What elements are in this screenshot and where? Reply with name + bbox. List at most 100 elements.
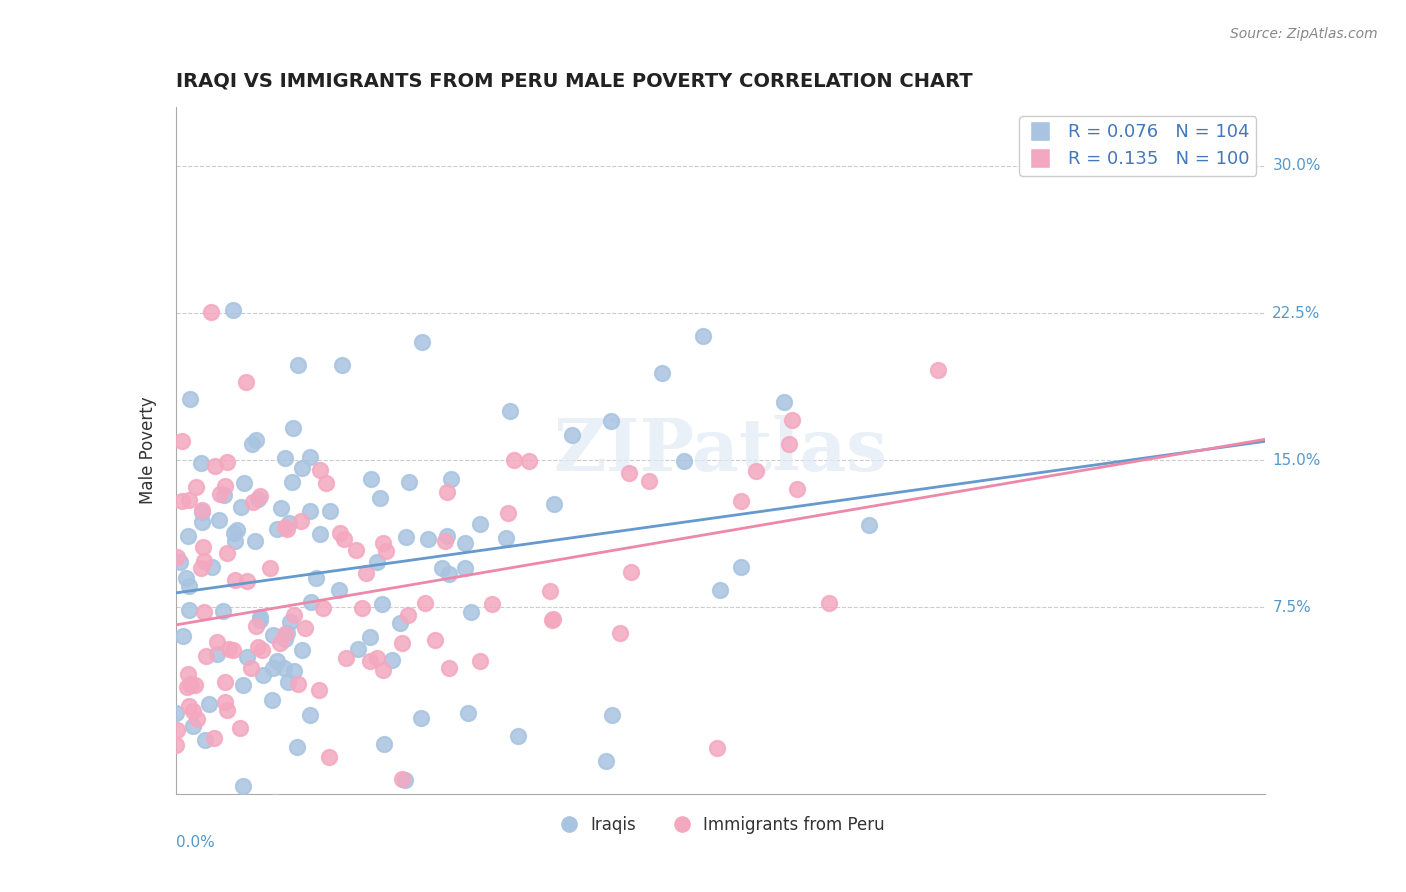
Point [299, 595, 322, 609]
Point [174, 571, 197, 585]
Point [172, 630, 194, 644]
Point [179, 677, 201, 691]
Point [218, 840, 240, 855]
Point [190, 505, 212, 519]
Point [240, 661, 263, 675]
Point [240, 436, 263, 450]
Point [166, 549, 188, 564]
Point [215, 455, 238, 469]
Point [782, 413, 804, 427]
Point [299, 504, 322, 518]
Point [226, 523, 249, 537]
Point [214, 479, 236, 493]
Point [177, 603, 200, 617]
Point [730, 493, 752, 508]
Point [222, 643, 245, 657]
Point [517, 454, 540, 468]
Point [224, 573, 246, 587]
Point [186, 480, 208, 494]
Point [193, 554, 215, 568]
Point [495, 531, 517, 545]
Point [439, 566, 461, 581]
Point [333, 532, 356, 546]
Point [371, 597, 394, 611]
Point [218, 641, 240, 656]
Point [229, 721, 252, 735]
Point [366, 651, 388, 665]
Point [481, 597, 503, 611]
Point [193, 605, 215, 619]
Point [416, 532, 439, 546]
Point [335, 651, 357, 665]
Point [332, 358, 354, 372]
Point [619, 466, 641, 480]
Point [312, 600, 335, 615]
Point [177, 529, 200, 543]
Point [176, 680, 198, 694]
Point [245, 619, 267, 633]
Point [543, 497, 565, 511]
Point [200, 305, 222, 319]
Point [287, 358, 309, 372]
Point [221, 303, 243, 318]
Point [730, 560, 752, 574]
Point [214, 695, 236, 709]
Point [468, 654, 491, 668]
Point [468, 516, 491, 531]
Y-axis label: Male Poverty: Male Poverty [139, 397, 157, 504]
Point [561, 428, 583, 442]
Text: 0.0%: 0.0% [176, 835, 215, 850]
Point [360, 472, 382, 486]
Point [262, 661, 284, 675]
Point [165, 706, 187, 720]
Point [299, 708, 322, 723]
Point [541, 612, 564, 626]
Point [371, 663, 394, 677]
Point [190, 456, 212, 470]
Point [194, 732, 217, 747]
Point [270, 500, 292, 515]
Point [706, 741, 728, 756]
Point [430, 561, 453, 575]
Point [183, 719, 205, 733]
Point [927, 363, 949, 377]
Point [179, 392, 201, 407]
Point [179, 579, 201, 593]
Point [169, 555, 191, 569]
Point [262, 692, 284, 706]
Point [620, 565, 643, 579]
Point [436, 529, 458, 543]
Point [209, 487, 232, 501]
Point [773, 395, 796, 409]
Point [371, 536, 394, 550]
Point [215, 703, 238, 717]
Point [744, 464, 766, 478]
Point [413, 596, 436, 610]
Point [502, 453, 524, 467]
Point [600, 707, 623, 722]
Point [165, 738, 187, 752]
Point [778, 437, 800, 451]
Point [436, 485, 458, 500]
Point [166, 723, 188, 737]
Point [269, 636, 291, 650]
Point [177, 493, 200, 508]
Point [233, 476, 256, 491]
Point [440, 472, 463, 486]
Point [291, 642, 314, 657]
Point [274, 632, 297, 646]
Point [249, 609, 271, 624]
Point [245, 433, 267, 447]
Point [508, 729, 530, 743]
Point [283, 608, 305, 623]
Point [242, 495, 264, 509]
Point [786, 483, 808, 497]
Point [329, 525, 352, 540]
Point [207, 647, 229, 661]
Point [411, 334, 433, 349]
Point [236, 574, 259, 589]
Point [381, 832, 404, 847]
Point [285, 740, 308, 755]
Point [194, 648, 217, 663]
Point [274, 451, 297, 466]
